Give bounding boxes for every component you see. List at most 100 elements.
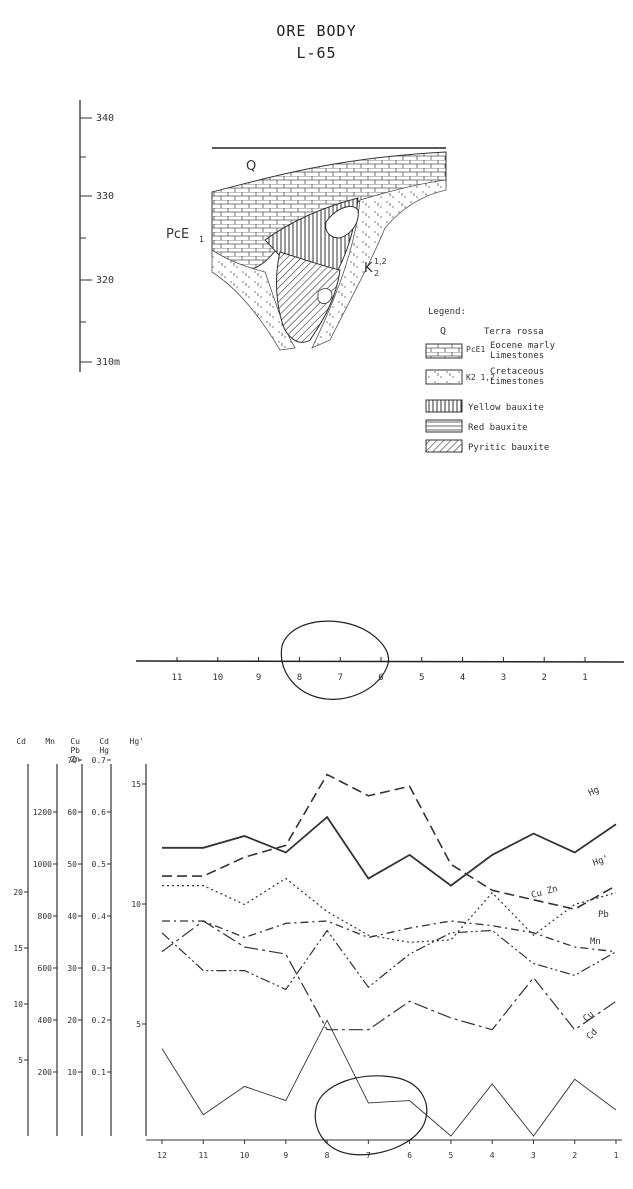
ore-body-outline-chart xyxy=(314,1075,428,1156)
chart-axis-title-2-1: Pb xyxy=(70,746,80,755)
label-pce-sub: 1 xyxy=(199,235,204,244)
chart-axis-tick-label-0-0: 5 xyxy=(18,1056,23,1065)
series-line-pb-3 xyxy=(162,920,617,953)
legend-swatch-red-bauxite xyxy=(425,419,463,433)
legend-symbol-q: Q xyxy=(440,326,446,337)
chart-x-axis: 12 11 10 9 8 7 6 5 4 3 2 1 xyxy=(146,1139,622,1160)
chart-x-tick-label-12: 12 xyxy=(157,1151,167,1160)
figure-subtitle: L-65 xyxy=(296,44,337,62)
legend-text-pyritic-bauxite: Pyritic bauxite xyxy=(468,443,549,453)
chart-axis-tick-label-1-5: 1200 xyxy=(33,808,52,817)
series-label-6: Cd xyxy=(585,1027,600,1042)
series-line-hg-0 xyxy=(162,815,617,887)
section-geology xyxy=(211,147,447,351)
legend-swatch-pyritic-bauxite xyxy=(425,439,463,453)
series-line-hg-1 xyxy=(162,773,617,911)
chart-axis-title-2-2: Zn xyxy=(70,755,80,764)
legend-title: Legend: xyxy=(428,307,466,317)
chart-x-tick-label-4: 4 xyxy=(490,1151,495,1160)
chart-axis-tick-label-1-2: 600 xyxy=(38,964,53,973)
legend-swatch-eocene xyxy=(425,343,463,359)
chart-axis-tick-label-2-2: 30 xyxy=(67,964,77,973)
chart-axis-tick-label-0-1: 10 xyxy=(13,1000,23,1009)
scale-label-310: 310m xyxy=(96,357,120,368)
legend-text-cretaceous-1: Cretaceous xyxy=(490,367,544,377)
chart-x-tick-label-7: 7 xyxy=(366,1151,371,1160)
chart-axis-tick-label-0-2: 15 xyxy=(13,944,23,953)
legend-swatch-yellow-bauxite xyxy=(425,399,463,413)
legend-text-eocene-1: Eocene marly xyxy=(490,341,556,351)
chart-x-tick-label-5: 5 xyxy=(448,1151,453,1160)
label-k-sub: 2 xyxy=(374,269,379,278)
scale-label-340: 340 xyxy=(96,113,114,124)
chart-series-labels: Hg Hg' Cu Zn Pb Mn Cu Cd xyxy=(530,785,610,1042)
chart-axis-tick-label-1-1: 400 xyxy=(38,1016,53,1025)
legend-swatch-cretaceous xyxy=(425,369,463,385)
label-q: Q xyxy=(246,159,256,174)
chart-axis-tick-label-2-0: 10 xyxy=(67,1068,77,1077)
series-label-2: Cu Zn xyxy=(530,884,559,901)
chart-axis-tick-label-0-3: 20 xyxy=(13,888,23,897)
chart-axis-tick-label-2-5: 60 xyxy=(67,808,77,817)
series-label-5: Cu xyxy=(582,1010,597,1025)
label-k: K xyxy=(364,261,373,276)
chart-axis-title-2-0: Cu xyxy=(70,737,80,746)
chart-axis-tick-label-2-6: 70 xyxy=(67,756,77,765)
chart-x-tick-label-3: 3 xyxy=(531,1151,536,1160)
chart-axis-tick-label-1-4: 1000 xyxy=(33,860,52,869)
chart-axis-tick-label-3-6: 0.7 xyxy=(92,756,107,765)
chart-axis-title-0-0: Cd xyxy=(16,737,26,746)
bauxite-lens-small xyxy=(317,288,333,304)
scale-label-320: 320 xyxy=(96,275,114,286)
chart-axis-title-1-0: Mn xyxy=(45,737,55,746)
legend-text-terra-rossa: Terra rossa xyxy=(484,327,544,337)
pyritic-bauxite-zone xyxy=(276,251,341,343)
legend-text-red-bauxite: Red bauxite xyxy=(468,423,528,433)
chart-x-tick-label-11: 11 xyxy=(198,1151,208,1160)
chart-axis-tick-label-4-2: 15 xyxy=(131,780,141,789)
series-label-4: Mn xyxy=(590,937,601,947)
chart-axis-tick-label-3-1: 0.2 xyxy=(92,1016,107,1025)
label-k-sup: 1,2 xyxy=(374,257,387,266)
chart-axis-tick-label-4-1: 10 xyxy=(131,900,141,909)
chart-axis-tick-label-1-0: 200 xyxy=(38,1068,53,1077)
legend-text-cretaceous-2: Limestones xyxy=(490,377,544,387)
series-line-cd-6 xyxy=(161,1019,617,1137)
chart-axis-tick-label-2-4: 50 xyxy=(67,860,77,869)
legend: Legend: Q Terra rossa PcE1 Eocene marly … xyxy=(425,307,556,453)
chart-axis-tick-label-3-4: 0.5 xyxy=(92,860,107,869)
series-line-cu-5 xyxy=(161,920,617,1031)
chart-axis-title-4-0: Hg' xyxy=(130,737,144,746)
chart-axis-tick-label-4-0: 5 xyxy=(136,1020,141,1029)
chart-axis-tick-label-3-0: 0.1 xyxy=(92,1068,107,1077)
chart-axis-title-3-0: Cd xyxy=(99,737,109,746)
legend-text-yellow-bauxite: Yellow bauxite xyxy=(468,403,544,413)
scale-label-330: 330 xyxy=(96,191,114,202)
chart-x-tick-label-8: 8 xyxy=(325,1151,330,1160)
series-label-3: Pb xyxy=(598,910,609,920)
chart-x-tick-label-2: 2 xyxy=(572,1151,577,1160)
cretaceous-limestone-right xyxy=(311,179,447,349)
chart-x-tick-label-6: 6 xyxy=(407,1151,412,1160)
legend-symbol-k: K2 1,2 xyxy=(466,373,495,382)
figure-title: ORE BODY xyxy=(276,22,357,40)
series-label-1: Hg' xyxy=(592,854,611,869)
chart-axis-tick-label-3-2: 0.3 xyxy=(92,964,107,973)
legend-symbol-pce: PcE1 xyxy=(466,345,485,354)
series-line-cu-zn-2 xyxy=(162,877,617,943)
chart-x-tick-label-9: 9 xyxy=(283,1151,288,1160)
chart-axis-tick-label-2-1: 20 xyxy=(67,1016,77,1025)
chart-axis-tick-label-3-3: 0.4 xyxy=(92,912,107,921)
bauxite-lens xyxy=(325,206,359,239)
series-line-mn-4 xyxy=(161,929,617,991)
series-label-0: Hg xyxy=(587,785,601,799)
chart-axis-title-3-1: Hg xyxy=(99,746,109,755)
chart-axis-tick-label-3-5: 0.6 xyxy=(92,808,107,817)
chart-x-tick-label-10: 10 xyxy=(240,1151,250,1160)
chart-series xyxy=(161,773,617,1137)
chart-axis-tick-label-1-3: 800 xyxy=(38,912,53,921)
chart-axis-tick-label-2-3: 40 xyxy=(67,912,77,921)
